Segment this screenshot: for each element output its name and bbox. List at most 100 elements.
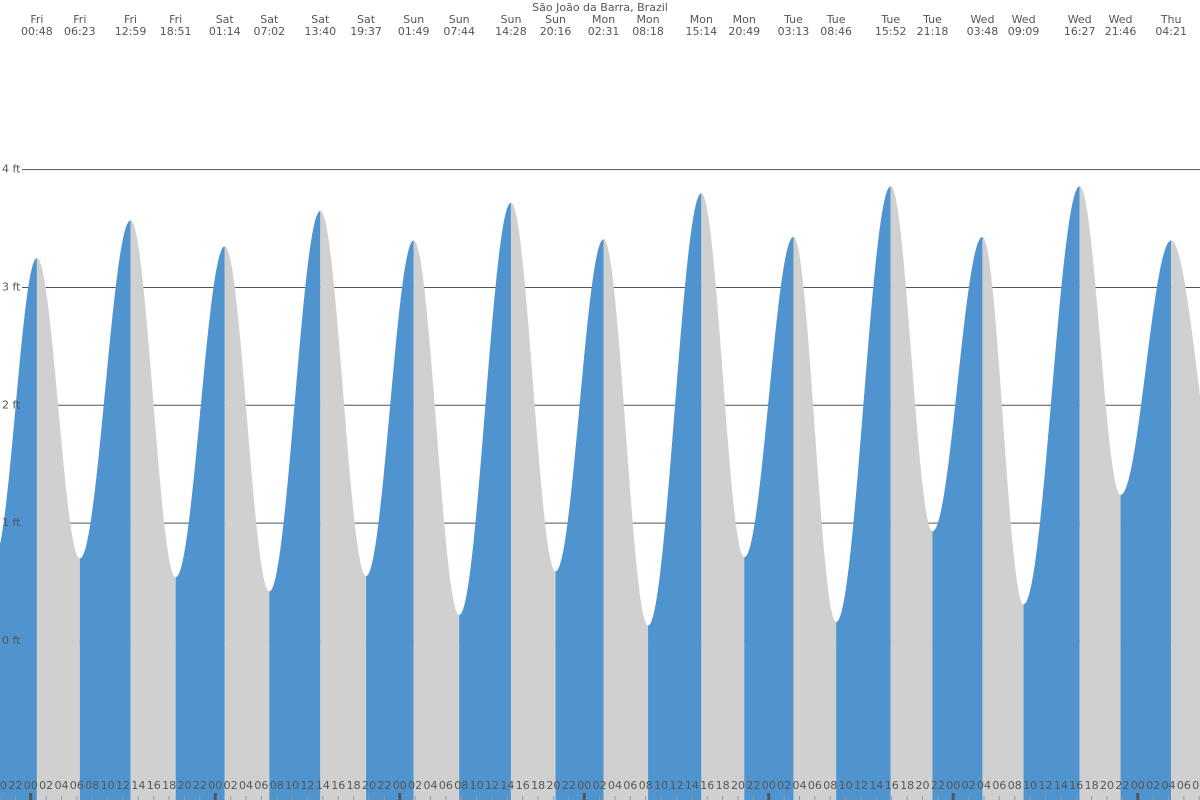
extreme-day: Wed (1012, 13, 1036, 26)
falling-tide (36, 258, 80, 800)
x-tick-label: 04 (423, 779, 437, 792)
extreme-day: Fri (124, 13, 137, 26)
x-tick-label: 14 (131, 779, 145, 792)
x-tick-label: 20 (0, 779, 7, 792)
x-tick-label: 02 (1146, 779, 1160, 792)
x-tick-label: 04 (792, 779, 806, 792)
falling-tide (982, 236, 1024, 800)
extreme-day: Fri (73, 13, 86, 26)
x-tick-label: 16 (700, 779, 714, 792)
x-tick-label: 14 (685, 779, 699, 792)
extreme-day: Tue (922, 13, 942, 26)
x-tick-label: 00 (1131, 779, 1145, 792)
x-tick-label: 22 (193, 779, 207, 792)
extreme-time: 14:28 (495, 25, 527, 38)
x-tick-label: 06 (70, 779, 84, 792)
x-tick-label: 18 (347, 779, 361, 792)
extreme-time: 16:27 (1064, 25, 1096, 38)
x-tick-label: 22 (8, 779, 22, 792)
chart-title: São João da Barra, Brazil (532, 1, 668, 14)
extreme-time: 18:51 (160, 25, 192, 38)
x-tick-label: 02 (408, 779, 422, 792)
x-tick-label: 08 (85, 779, 99, 792)
falling-tide (413, 240, 460, 800)
x-tick-label: 06 (439, 779, 453, 792)
x-tick-label: 12 (300, 779, 314, 792)
x-tick-label: 10 (285, 779, 299, 792)
x-tick-label: 14 (869, 779, 883, 792)
falling-tide (130, 220, 176, 800)
x-tick-label: 18 (900, 779, 914, 792)
x-tick-label: 16 (331, 779, 345, 792)
rising-tide (175, 246, 225, 800)
x-tick-label: 00 (946, 779, 960, 792)
y-tick-label: 3 ft (2, 280, 21, 293)
extreme-time: 02:31 (588, 25, 620, 38)
extreme-time: 21:18 (917, 25, 949, 38)
rising-tide (836, 186, 891, 800)
rising-tide (0, 258, 37, 800)
x-tick-label: 16 (147, 779, 161, 792)
extreme-day: Wed (1109, 13, 1133, 26)
extreme-day: Tue (826, 13, 846, 26)
extreme-time: 01:14 (209, 25, 241, 38)
x-tick-label: 22 (562, 779, 576, 792)
rising-tide (648, 193, 702, 800)
x-tick-label: 12 (116, 779, 130, 792)
extreme-time: 07:44 (443, 25, 475, 38)
x-tick-label: 10 (470, 779, 484, 792)
x-tick-label: 08 (823, 779, 837, 792)
x-tick-label: 20 (915, 779, 929, 792)
x-tick-label: 14 (1054, 779, 1068, 792)
extreme-day: Sat (357, 13, 376, 26)
x-tick-label: 22 (377, 779, 391, 792)
extreme-time: 03:48 (967, 25, 999, 38)
x-tick-label: 14 (316, 779, 330, 792)
falling-tide (320, 210, 367, 800)
x-tick-label: 12 (1038, 779, 1052, 792)
x-tick-label: 16 (516, 779, 530, 792)
x-tick-label: 10 (654, 779, 668, 792)
x-tick-label: 00 (393, 779, 407, 792)
x-tick-label: 08 (454, 779, 468, 792)
extreme-day: Sun (545, 13, 566, 26)
x-tick-label: 08 (270, 779, 284, 792)
x-tick-label: 04 (54, 779, 68, 792)
x-tick-label: 16 (1069, 779, 1083, 792)
x-tick-label: 10 (101, 779, 115, 792)
y-tick-label: 2 ft (2, 398, 21, 411)
x-tick-label: 06 (254, 779, 268, 792)
rising-tide (1023, 186, 1080, 800)
extreme-time: 03:13 (778, 25, 810, 38)
x-tick-label: 10 (839, 779, 853, 792)
x-tick-label: 18 (162, 779, 176, 792)
x-tick-label: 14 (500, 779, 514, 792)
x-tick-label: 10 (1023, 779, 1037, 792)
x-tick-label: 20 (1100, 779, 1114, 792)
extreme-day: Wed (1068, 13, 1092, 26)
extreme-time: 15:52 (875, 25, 907, 38)
extreme-day: Sat (311, 13, 330, 26)
x-tick-label: 20 (546, 779, 560, 792)
x-tick-label: 08 (1008, 779, 1022, 792)
x-tick-label: 00 (762, 779, 776, 792)
x-tick-label: 02 (39, 779, 53, 792)
x-tick-label: 12 (854, 779, 868, 792)
x-tick-label: 16 (885, 779, 899, 792)
x-tick-label: 12 (485, 779, 499, 792)
x-tick-label: 08 (1192, 779, 1200, 792)
x-tick-label: 00 (208, 779, 222, 792)
falling-tide (603, 239, 649, 800)
extreme-day: Tue (880, 13, 900, 26)
falling-tide (890, 186, 933, 800)
extreme-time: 09:09 (1008, 25, 1040, 38)
extreme-day: Sat (260, 13, 279, 26)
rising-tide (79, 220, 131, 800)
rising-tide (366, 240, 414, 800)
x-tick-label: 22 (931, 779, 945, 792)
extreme-day: Thu (1160, 13, 1182, 26)
extreme-time: 08:18 (632, 25, 664, 38)
x-tick-label: 04 (1161, 779, 1175, 792)
rising-tide (744, 236, 794, 800)
rising-tide (459, 202, 511, 800)
